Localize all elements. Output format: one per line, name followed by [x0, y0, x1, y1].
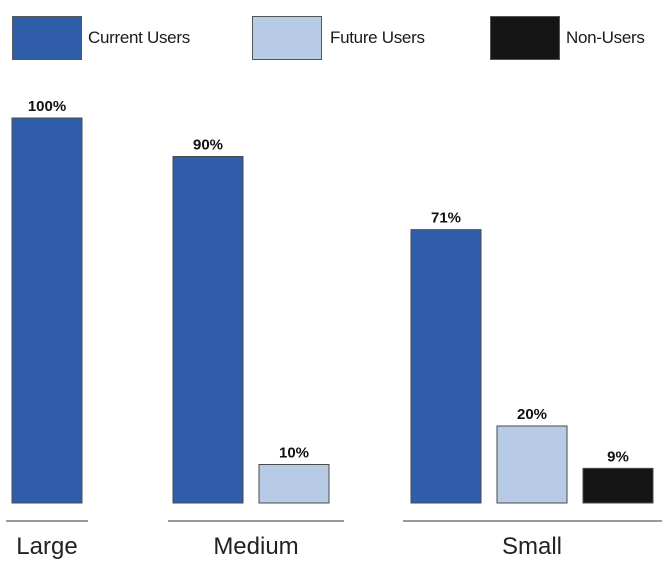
data-label-small-future-users: 20% — [517, 406, 547, 423]
bar-small-future-users — [496, 425, 568, 504]
bar-small-current-users — [410, 229, 482, 504]
category-label-small: Small — [502, 533, 562, 560]
data-label-medium-future-users: 10% — [279, 445, 309, 462]
data-label-small-current-users: 71% — [431, 210, 461, 227]
data-label-small-non-users: 9% — [607, 448, 629, 465]
legend-swatch-non-users — [490, 16, 560, 60]
bar-medium-future-users — [258, 464, 330, 504]
legend-label-non-users: Non-Users — [566, 28, 645, 47]
data-label-large-current-users: 100% — [28, 98, 66, 115]
category-label-large: Large — [16, 533, 77, 560]
bar-small-non-users — [582, 467, 654, 504]
bar-medium-current-users — [172, 156, 244, 504]
data-label-medium-current-users: 90% — [193, 137, 223, 154]
legend-label-current-users: Current Users — [88, 28, 190, 47]
category-label-medium: Medium — [213, 533, 298, 560]
legend-swatch-current-users — [12, 16, 82, 60]
legend-label-future-users: Future Users — [330, 28, 425, 47]
bar-large-current-users — [11, 117, 83, 504]
legend-swatch-future-users — [252, 16, 322, 60]
